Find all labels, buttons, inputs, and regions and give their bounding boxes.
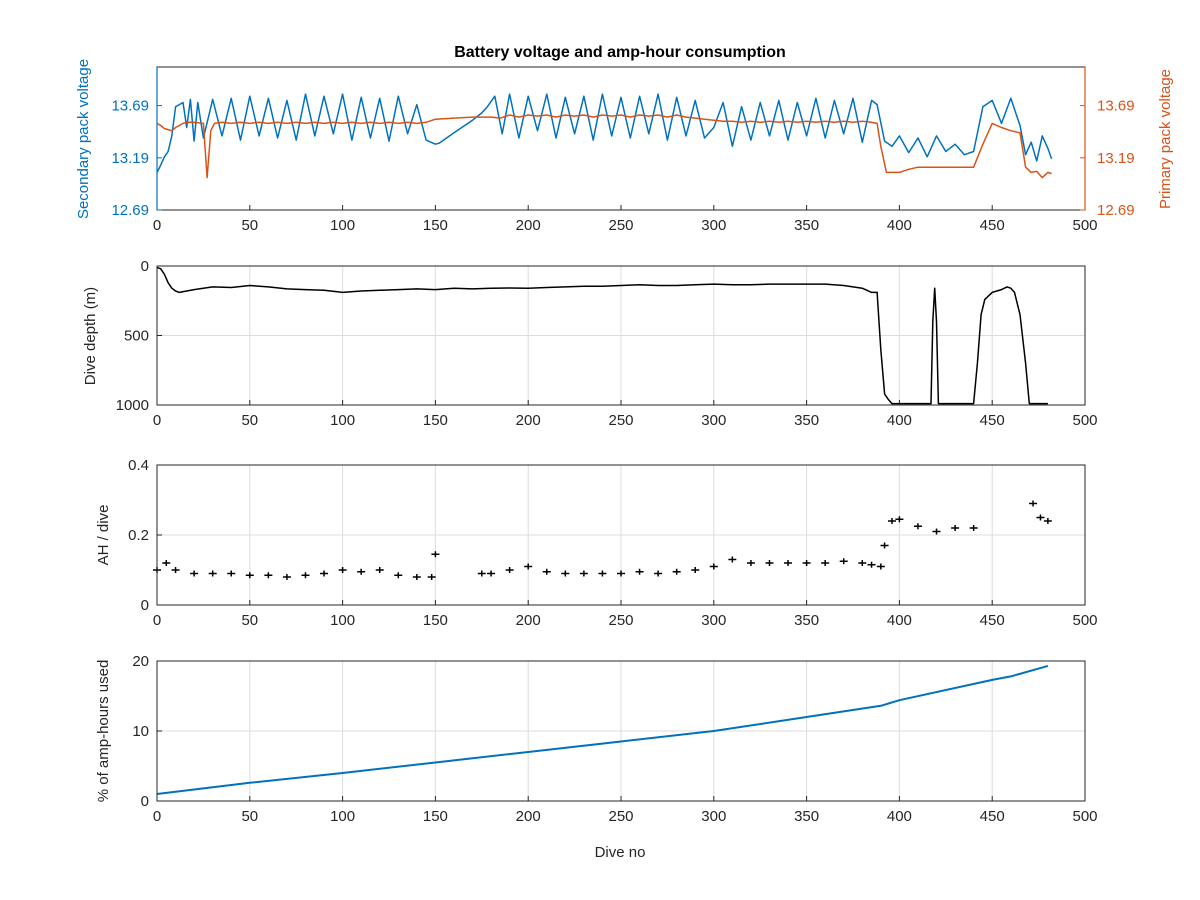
x-tick-label: 0: [153, 612, 161, 629]
x-tick-label: 350: [794, 217, 819, 234]
x-tick-label: 0: [153, 808, 161, 825]
y-tick-label: 1000: [116, 397, 149, 414]
y-tick-label: 0: [141, 793, 149, 810]
x-tick-label: 100: [330, 412, 355, 429]
x-tick-label: 250: [608, 217, 633, 234]
primary-voltage-label: Primary pack voltage: [1157, 69, 1174, 209]
x-tick-label: 0: [153, 412, 161, 429]
x-tick-label: 200: [516, 217, 541, 234]
x-tick-label: 0: [153, 217, 161, 234]
y-tick-label: 0.2: [128, 527, 149, 544]
x-tick-label: 350: [794, 612, 819, 629]
x-tick-label: 400: [887, 412, 912, 429]
y-tick-label-left: 13.69: [111, 98, 149, 115]
x-tick-label: 350: [794, 808, 819, 825]
x-tick-label: 300: [701, 808, 726, 825]
dive-depth-line: [156, 266, 1048, 405]
x-tick-label: 450: [980, 612, 1005, 629]
x-tick-label: 100: [330, 612, 355, 629]
y-tick-label-right: 12.69: [1097, 202, 1135, 219]
x-tick-label: 150: [423, 412, 448, 429]
x-tick-label: 150: [423, 217, 448, 234]
x-tick-label: 50: [241, 808, 258, 825]
amp-hours-used-panel: % of amp-hours used Dive no 0 50 100 150 200…: [95, 653, 1098, 861]
secondary-voltage-line: [156, 93, 1053, 173]
x-tick-label: 500: [1072, 217, 1097, 234]
x-tick-label: 500: [1072, 808, 1097, 825]
y-tick-label: 10: [132, 723, 149, 740]
voltage-panel: Secondary pack voltage Primary pack volt…: [75, 59, 1174, 234]
y-tick-label-right: 13.69: [1097, 98, 1135, 115]
x-tick-label: 400: [887, 217, 912, 234]
x-tick-label: 100: [330, 217, 355, 234]
x-tick-label: 500: [1072, 412, 1097, 429]
y-tick-label-right: 13.19: [1097, 150, 1135, 167]
secondary-voltage-label: Secondary pack voltage: [75, 59, 92, 219]
x-tick-label: 450: [980, 412, 1005, 429]
percent-ylabel: % of amp-hours used: [95, 660, 112, 803]
x-tick-label: 450: [980, 217, 1005, 234]
x-tick-label: 250: [608, 412, 633, 429]
x-tick-label: 300: [701, 412, 726, 429]
x-tick-label: 50: [241, 217, 258, 234]
ah-per-dive-panel: AH / dive 0 50 100 150 200 250 300 350 400 450 500…: [95, 457, 1098, 629]
x-tick-label: 150: [423, 612, 448, 629]
x-tick-label: 200: [516, 412, 541, 429]
depth-ylabel: Dive depth (m): [82, 287, 99, 385]
x-tick-label: 200: [516, 808, 541, 825]
y-tick-label-left: 12.69: [111, 202, 149, 219]
ah-ylabel: AH / dive: [95, 505, 112, 566]
x-axis-label: Dive no: [595, 844, 646, 861]
y-tick-label: 0.4: [128, 457, 149, 474]
y-tick-label: 500: [124, 328, 149, 345]
y-tick-label: 0: [141, 597, 149, 614]
x-tick-label: 450: [980, 808, 1005, 825]
x-tick-label: 400: [887, 808, 912, 825]
x-tick-label: 50: [241, 412, 258, 429]
x-tick-label: 350: [794, 412, 819, 429]
x-tick-label: 100: [330, 808, 355, 825]
percent-used-line: [156, 664, 1049, 795]
x-tick-label: 500: [1072, 612, 1097, 629]
x-tick-label: 150: [423, 808, 448, 825]
y-tick-label: 0: [141, 258, 149, 275]
x-tick-label: 250: [608, 808, 633, 825]
x-tick-label: 50: [241, 612, 258, 629]
x-tick-label: 250: [608, 612, 633, 629]
primary-voltage-line: [156, 114, 1052, 179]
y-tick-label: 20: [132, 653, 149, 670]
chart-title: Battery voltage and amp-hour consumption: [454, 44, 786, 61]
y-tick-label-left: 13.19: [111, 150, 149, 167]
x-tick-label: 200: [516, 612, 541, 629]
depth-panel: Dive depth (m) 0 50 100 150 200 250 300 350 400 4…: [82, 258, 1098, 429]
x-tick-label: 300: [701, 217, 726, 234]
x-tick-label: 400: [887, 612, 912, 629]
x-tick-label: 300: [701, 612, 726, 629]
